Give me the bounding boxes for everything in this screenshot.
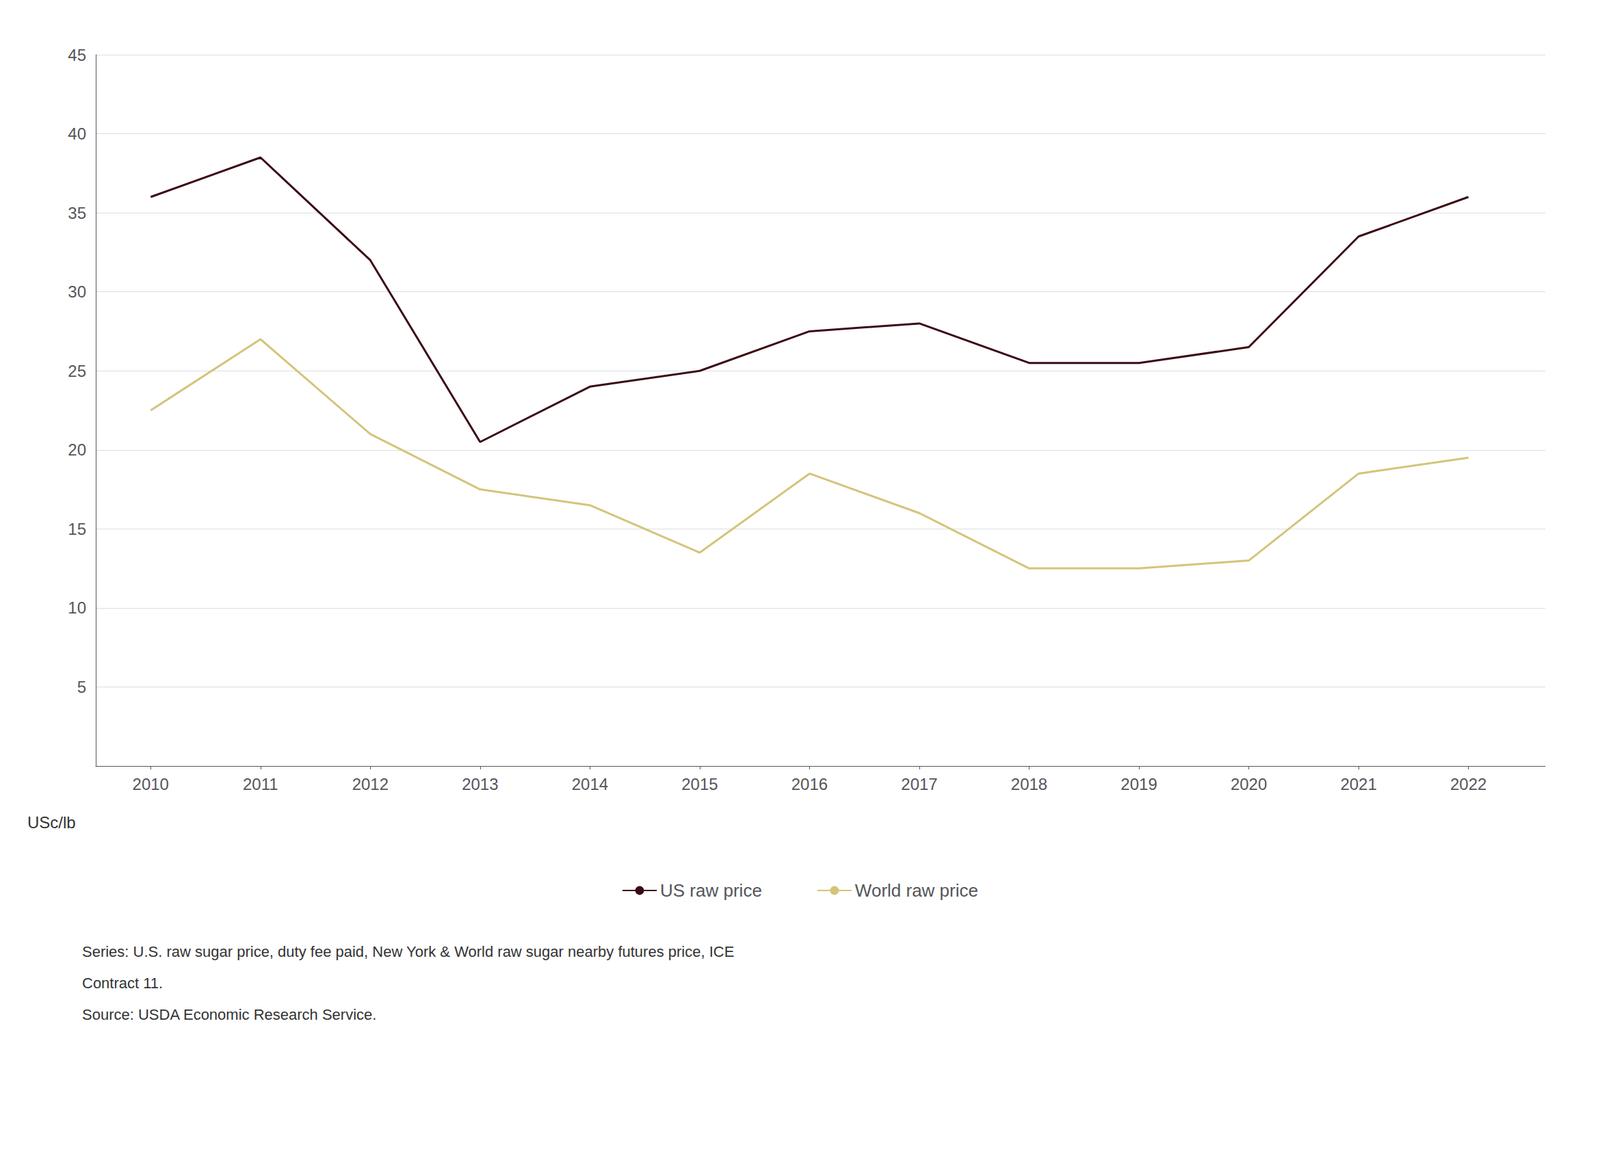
svg-text:5: 5 xyxy=(77,677,87,697)
svg-text:2012: 2012 xyxy=(352,775,389,794)
svg-text:2021: 2021 xyxy=(1340,775,1377,794)
svg-text:20: 20 xyxy=(67,440,87,459)
svg-text:35: 35 xyxy=(67,203,87,223)
svg-text:2018: 2018 xyxy=(1011,775,1048,794)
svg-text:15: 15 xyxy=(67,519,87,539)
svg-text:25: 25 xyxy=(67,361,87,381)
svg-text:30: 30 xyxy=(67,282,87,301)
svg-text:Series: U.S. raw sugar price,: Series: U.S. raw sugar price, duty fee p… xyxy=(82,943,734,961)
svg-text:2015: 2015 xyxy=(681,775,718,794)
svg-text:2011: 2011 xyxy=(242,775,279,794)
svg-text:2016: 2016 xyxy=(791,775,828,794)
svg-text:2014: 2014 xyxy=(571,775,609,794)
svg-text:2020: 2020 xyxy=(1230,775,1267,794)
svg-text:Source: USDA Economic Research: Source: USDA Economic Research Service. xyxy=(82,1006,377,1024)
svg-text:Contract 11.: Contract 11. xyxy=(82,974,163,992)
svg-text:10: 10 xyxy=(67,598,87,618)
svg-text:2017: 2017 xyxy=(900,775,938,794)
svg-text:40: 40 xyxy=(67,124,87,143)
svg-text:World raw price: World raw price xyxy=(855,880,979,901)
svg-text:2022: 2022 xyxy=(1450,775,1487,794)
svg-text:2019: 2019 xyxy=(1120,775,1157,794)
svg-text:2010: 2010 xyxy=(132,775,169,794)
svg-text:US raw price: US raw price xyxy=(660,880,763,901)
svg-text:45: 45 xyxy=(67,45,87,65)
svg-text:2013: 2013 xyxy=(461,775,498,794)
svg-text:USc/lb: USc/lb xyxy=(27,813,76,832)
